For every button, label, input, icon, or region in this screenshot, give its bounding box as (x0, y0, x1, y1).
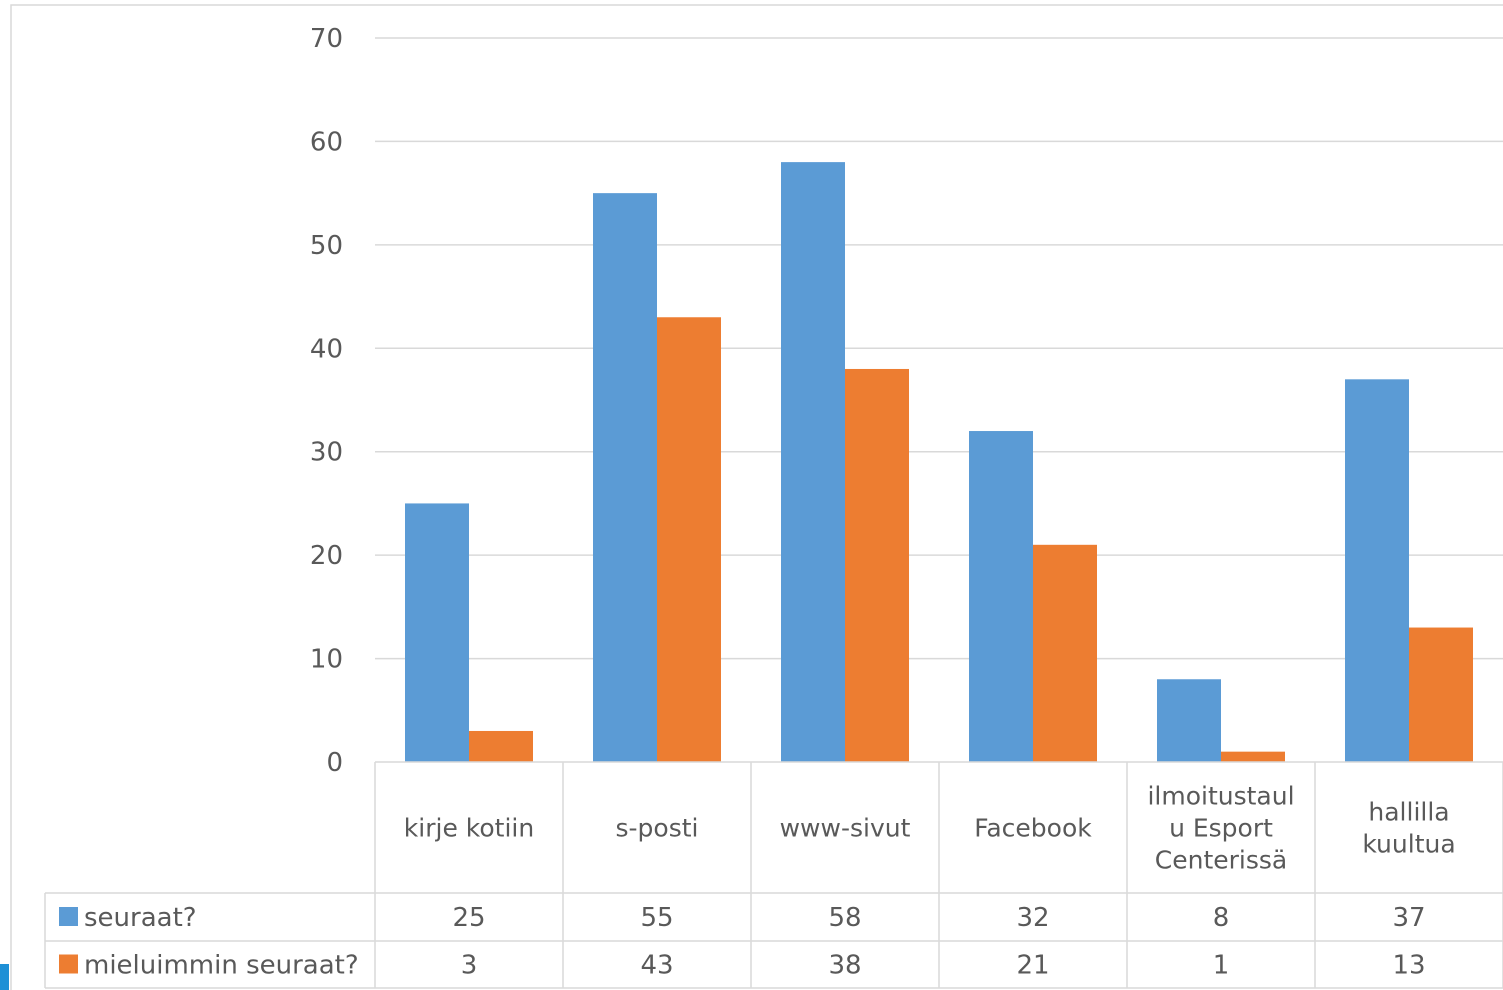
data-label: 37 (1392, 903, 1425, 933)
category-label: ilmoitustaul (1147, 782, 1294, 811)
data-label: 55 (640, 903, 673, 933)
data-label: 1 (1213, 951, 1230, 981)
category-label: kuultua (1362, 830, 1455, 859)
bar-seuraat (593, 193, 657, 763)
data-label: 21 (1016, 951, 1049, 981)
category-label: Facebook (974, 814, 1092, 843)
legend-swatch (59, 954, 78, 974)
legend-label: mieluimmin seuraat? (84, 951, 359, 981)
bar-mieluimmin-seuraat (1033, 544, 1097, 762)
data-label: 38 (828, 951, 861, 981)
y-tick-label: 20 (310, 541, 343, 571)
bar-mieluimmin-seuraat (1221, 751, 1285, 762)
legend-label: seuraat? (84, 903, 197, 933)
bar-mieluimmin-seuraat (1409, 627, 1473, 762)
data-label: 58 (828, 903, 861, 933)
category-label: kirje kotiin (404, 814, 534, 843)
y-tick-label: 60 (310, 127, 343, 157)
gridlines (375, 37, 1503, 660)
y-tick-label: 70 (310, 24, 343, 54)
category-label: Centerissä (1155, 846, 1287, 875)
bar-seuraat (405, 503, 469, 762)
data-label: 8 (1213, 903, 1230, 933)
labels: 0 10 20 30 40 50 60 70 kirje kotiin s-posti www-si… (84, 24, 1456, 981)
category-label: hallilla (1368, 798, 1449, 827)
legend-swatch (59, 907, 78, 926)
y-tick-label: 30 (310, 438, 343, 468)
bar-mieluimmin-seuraat (657, 317, 721, 762)
bar-seuraat (781, 162, 845, 763)
y-tick-label: 0 (326, 748, 343, 778)
category-label: s-posti (616, 814, 699, 843)
chart-area-border (10, 4, 1503, 990)
data-label: 32 (1016, 903, 1049, 933)
data-label: 3 (461, 951, 478, 981)
data-label: 25 (452, 903, 485, 933)
bar-mieluimmin-seuraat (469, 730, 533, 762)
data-table (44, 761, 1503, 989)
bar-mieluimmin-seuraat (845, 368, 909, 762)
bar-seuraat (969, 431, 1033, 762)
bar-seuraat (1345, 379, 1409, 762)
data-label: 43 (640, 951, 673, 981)
bar-seuraat (1157, 679, 1221, 762)
data-label: 13 (1392, 951, 1425, 981)
y-tick-label: 10 (310, 645, 343, 675)
y-tick-label: 40 (310, 334, 343, 364)
y-tick-label: 50 (310, 231, 343, 261)
category-label: u Esport (1169, 814, 1273, 843)
category-label: www-sivut (780, 814, 911, 843)
edge-marker (0, 964, 9, 990)
bars (405, 162, 1473, 763)
